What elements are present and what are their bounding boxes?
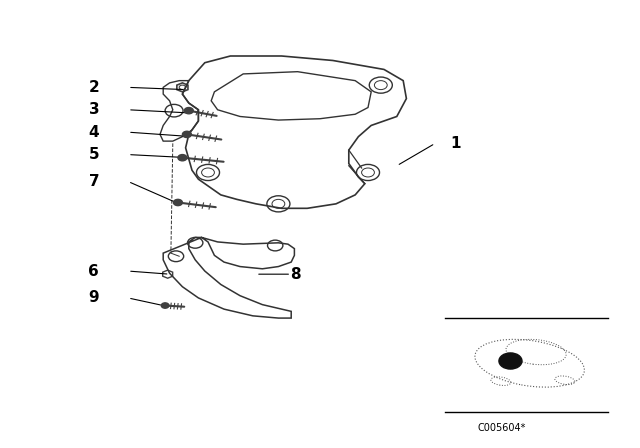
Circle shape (161, 303, 169, 308)
Text: 5: 5 (88, 147, 99, 162)
Text: 4: 4 (88, 125, 99, 140)
Circle shape (182, 131, 191, 138)
Circle shape (184, 108, 193, 114)
Text: 9: 9 (88, 290, 99, 306)
Text: 6: 6 (88, 263, 99, 279)
Text: 2: 2 (88, 80, 99, 95)
Circle shape (178, 155, 187, 161)
Circle shape (173, 199, 182, 206)
Text: 1: 1 (451, 136, 461, 151)
Text: 7: 7 (88, 174, 99, 189)
Circle shape (499, 353, 522, 369)
Text: 8: 8 (290, 267, 301, 282)
Text: C005604*: C005604* (477, 423, 526, 433)
Text: 3: 3 (88, 102, 99, 117)
